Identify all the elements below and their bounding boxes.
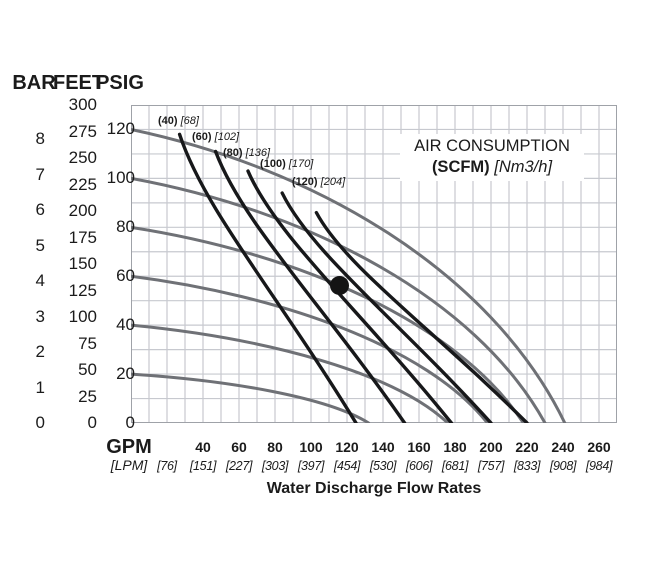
- psig-tick: 100: [106, 168, 135, 188]
- feet-tick: 250: [68, 148, 97, 167]
- air-curve-80scfm: [248, 171, 451, 423]
- bar-tick: 7: [35, 164, 45, 184]
- feet-tick: 150: [68, 254, 97, 273]
- lpm-tick: [681]: [441, 459, 469, 473]
- air-curve-label-100scfm: (100) [170]: [260, 157, 314, 170]
- lpm-tick: [908]: [549, 459, 577, 473]
- lpm-tick: [530]: [369, 459, 397, 473]
- air-consumption-legend: AIR CONSUMPTION (SCFM) [Nm3/h]: [400, 134, 584, 181]
- bar-tick: 3: [35, 306, 45, 326]
- air-curve-120scfm: [316, 213, 527, 423]
- operating-point-marker: [329, 275, 349, 295]
- lpm-tick: [151]: [189, 459, 217, 473]
- feet-tick: 200: [68, 201, 97, 220]
- lpm-tick: [757]: [477, 459, 505, 473]
- feet-tick: 0: [87, 413, 97, 432]
- plot-area: [131, 105, 617, 423]
- feet-tick: 300: [68, 95, 97, 114]
- bar-tick: 5: [35, 235, 45, 255]
- gpm-tick: 40: [195, 439, 211, 455]
- pump-curve-120psig: [131, 129, 565, 423]
- psig-tick: 60: [116, 266, 135, 286]
- air-curve-label-80scfm: (80) [136]: [222, 146, 271, 159]
- chart-caption: Water Discharge Flow Rates: [266, 480, 482, 497]
- pump-curve-100psig: [131, 178, 545, 423]
- air-curve-40scfm: [180, 134, 356, 423]
- chart-canvas: [131, 105, 617, 423]
- psig-tick: 80: [116, 217, 135, 237]
- y-axis-header-feet: FEET: [53, 72, 105, 94]
- gpm-tick: 100: [299, 439, 323, 455]
- bar-tick: 4: [35, 271, 45, 291]
- feet-tick: 225: [68, 174, 97, 194]
- air-curve-60scfm: [216, 151, 405, 423]
- bar-tick: 8: [35, 129, 45, 149]
- bar-tick: 0: [35, 413, 45, 432]
- air-curve-label-120scfm: (120) [204]: [291, 175, 346, 188]
- psig-tick: 120: [106, 119, 135, 139]
- lpm-tick: [606]: [405, 459, 433, 473]
- feet-tick: 75: [78, 333, 97, 353]
- gpm-tick: 180: [443, 439, 467, 455]
- psig-tick: 0: [125, 413, 135, 432]
- gpm-tick: 80: [267, 439, 283, 455]
- psig-tick: 40: [116, 315, 135, 335]
- air-consumption-legend-line2: (SCFM) [Nm3/h]: [400, 157, 584, 178]
- bar-tick: 6: [35, 200, 45, 220]
- feet-tick: 125: [68, 280, 97, 300]
- air-curve-100scfm: [282, 193, 491, 423]
- air-consumption-legend-line1: AIR CONSUMPTION: [414, 137, 570, 155]
- lpm-tick: [76]: [157, 459, 177, 473]
- lpm-tick: [984]: [585, 459, 613, 473]
- pump-curve-60psig: [131, 276, 487, 423]
- gpm-tick: 200: [479, 439, 503, 455]
- psig-tick: 20: [116, 364, 135, 384]
- lpm-tick: [833]: [513, 459, 541, 473]
- gpm-tick: 120: [335, 439, 359, 455]
- gpm-tick: 140: [371, 439, 395, 455]
- x-axis-name-lpm: [LPM]: [110, 457, 148, 473]
- y-axis-header-psig: PSIG: [96, 72, 144, 94]
- feet-tick: 100: [68, 307, 97, 326]
- lpm-tick: [303]: [261, 459, 289, 473]
- lpm-tick: [227]: [225, 459, 253, 473]
- pump-curve-40psig: [131, 325, 448, 423]
- nm3h-label: [Nm3/h]: [494, 158, 553, 176]
- air-curve-label-60scfm: (60) [102]: [192, 130, 240, 143]
- lpm-tick: [397]: [297, 459, 325, 473]
- gpm-tick: 260: [587, 439, 611, 455]
- y-axis-header-bar: BAR: [12, 72, 56, 94]
- gpm-tick: 160: [407, 439, 431, 455]
- gpm-tick: 60: [231, 439, 247, 455]
- bar-tick: 1: [35, 377, 45, 397]
- bar-tick: 2: [35, 342, 45, 362]
- feet-tick: 25: [78, 386, 97, 406]
- air-curve-label-40scfm: (40) [68]: [158, 114, 199, 127]
- pump-curve-80psig: [131, 227, 523, 423]
- feet-tick: 275: [68, 121, 97, 141]
- lpm-tick: [454]: [333, 459, 361, 473]
- x-axis-name-gpm: GPM: [106, 436, 152, 458]
- gpm-tick: 240: [551, 439, 575, 455]
- gpm-tick: 220: [515, 439, 539, 455]
- feet-tick: 175: [68, 227, 97, 247]
- feet-tick: 50: [78, 360, 97, 379]
- scfm-label: (SCFM): [431, 158, 490, 176]
